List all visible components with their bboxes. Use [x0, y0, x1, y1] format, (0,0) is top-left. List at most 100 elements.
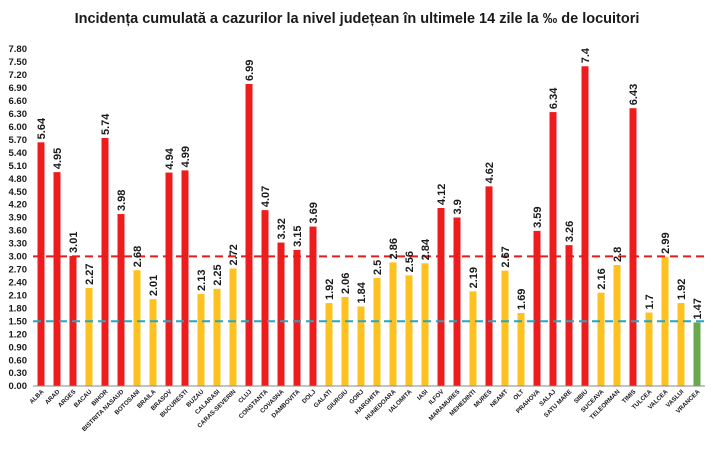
data-label: 3.01: [68, 232, 80, 253]
bar: [117, 214, 125, 386]
data-label: 4.07: [260, 186, 272, 207]
data-label: 5.64: [36, 117, 48, 139]
y-tick-label: 0.00: [9, 381, 28, 392]
data-label: 2.99: [660, 232, 672, 253]
bar: [53, 172, 61, 386]
y-tick-label: 4.80: [9, 174, 28, 185]
bar: [277, 242, 285, 386]
data-label: 2.19: [468, 267, 480, 288]
bar: [677, 303, 685, 386]
y-tick-label: 4.20: [9, 200, 28, 211]
bar: [229, 268, 237, 386]
data-label: 6.99: [244, 60, 256, 81]
bar: [501, 270, 509, 386]
bar: [597, 292, 605, 386]
data-label: 2.8: [612, 247, 624, 262]
y-tick-label: 4.50: [9, 187, 28, 198]
y-tick-label: 3.00: [9, 252, 28, 263]
y-tick-label: 6.00: [9, 122, 28, 133]
bar: [37, 142, 45, 386]
bar: [373, 277, 381, 386]
data-label: 7.4: [580, 47, 592, 63]
data-label: 2.56: [404, 251, 416, 272]
data-label: 1.92: [324, 279, 336, 300]
data-label: 2.84: [420, 238, 432, 260]
y-tick-label: 6.30: [9, 109, 28, 120]
data-label: 5.74: [100, 113, 112, 135]
bar: [485, 186, 493, 386]
y-tick-label: 7.20: [9, 70, 28, 81]
data-label: 1.47: [692, 298, 704, 319]
y-tick-label: 5.10: [9, 161, 28, 172]
bar: [613, 265, 621, 386]
bar: [149, 299, 157, 386]
bar: [165, 172, 173, 386]
threshold-lines: [33, 255, 709, 323]
data-label: 2.5: [372, 260, 384, 275]
x-tick-label: BACAU: [73, 388, 94, 409]
bar: [469, 291, 477, 386]
y-tick-label: 5.40: [9, 148, 28, 159]
data-label: 2.25: [212, 264, 224, 285]
data-labels: 5.64 4.95 3.01 2.27 5.74 3.98 2.68 2.01 4.94 4.99…: [36, 47, 704, 319]
y-tick-label: 6.90: [9, 83, 28, 94]
y-tick-label: 0.90: [9, 342, 28, 353]
y-tick-label: 2.40: [9, 278, 28, 289]
bar: [181, 170, 189, 386]
y-tick-label: 3.60: [9, 226, 28, 237]
data-label: 3.98: [116, 190, 128, 211]
y-tick-label: 7.80: [9, 44, 28, 55]
data-label: 2.27: [84, 264, 96, 285]
data-label: 3.69: [308, 202, 320, 223]
bar: [405, 275, 413, 386]
bar: [357, 306, 365, 386]
data-label: 2.06: [340, 273, 352, 294]
bar: [693, 322, 701, 386]
bar: [629, 108, 637, 386]
data-label: 4.12: [436, 184, 448, 205]
data-label: 1.7: [644, 294, 656, 309]
y-tick-label: 2.70: [9, 265, 28, 276]
data-label: 1.69: [516, 289, 528, 310]
bar: [309, 226, 317, 386]
bar: [517, 312, 525, 386]
y-tick-label: 1.50: [9, 316, 28, 327]
bar: [565, 245, 573, 386]
data-label: 6.34: [548, 87, 560, 109]
y-tick-label: 5.70: [9, 135, 28, 146]
data-label: 3.32: [276, 218, 288, 239]
data-label: 2.86: [388, 238, 400, 259]
x-tick-label: OLT: [512, 388, 526, 402]
bar: [549, 112, 557, 386]
bar: [85, 287, 93, 386]
data-label: 4.99: [180, 146, 192, 167]
data-label: 2.13: [196, 270, 208, 291]
data-label: 1.84: [356, 281, 368, 303]
y-tick-label: 2.10: [9, 290, 28, 301]
bar: [645, 312, 653, 386]
bar: [325, 303, 333, 386]
y-tick-label: 0.60: [9, 355, 28, 366]
x-tick-label: ALBA: [28, 388, 45, 405]
data-label: 2.01: [148, 275, 160, 296]
chart-title: Incidența cumulată a cazurilor la nivel …: [75, 11, 640, 27]
bar: [261, 210, 269, 386]
data-label: 2.72: [228, 244, 240, 265]
bar: [581, 66, 589, 387]
bar: [341, 296, 349, 386]
y-tick-label: 1.80: [9, 303, 28, 314]
y-tick-label: 7.50: [9, 57, 28, 68]
bar: [389, 262, 397, 386]
y-tick-label: 1.20: [9, 329, 28, 340]
data-label: 4.62: [484, 162, 496, 183]
data-label: 2.16: [596, 268, 608, 289]
bar: [213, 288, 221, 386]
data-label: 3.26: [564, 221, 576, 242]
bar: [133, 270, 141, 386]
data-label: 3.59: [532, 206, 544, 227]
x-tick-label: IASI: [416, 388, 430, 402]
data-label: 2.67: [500, 246, 512, 267]
y-tick-label: 0.30: [9, 368, 28, 379]
data-label: 3.15: [292, 225, 304, 246]
